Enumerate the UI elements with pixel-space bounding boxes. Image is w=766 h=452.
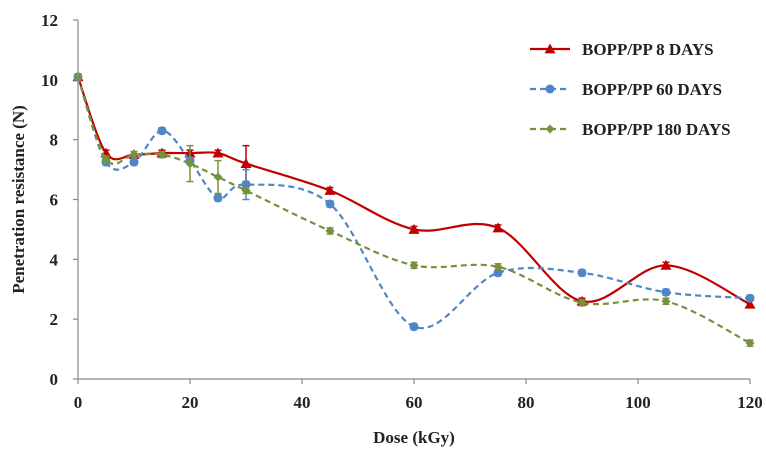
data-point-diamond	[213, 172, 223, 182]
legend-item-1: BOPP/PP 8 DAYS	[530, 40, 714, 59]
legend-item-2: BOPP/PP 60 DAYS	[530, 80, 722, 99]
axes: 0 20 40 60 80 100 120 0 2 4 6 8 10 12	[41, 11, 763, 412]
x-ticks: 0 20 40 60 80 100 120	[74, 379, 763, 412]
data-point-circle	[409, 322, 419, 332]
series-1	[72, 71, 756, 309]
x-tick-label: 20	[182, 393, 199, 412]
x-tick-label: 40	[294, 393, 311, 412]
data-point-diamond	[409, 260, 419, 270]
series-layer	[72, 71, 756, 348]
y-tick-label: 4	[50, 250, 59, 269]
series-line	[76, 76, 751, 306]
data-point-triangle	[544, 43, 556, 54]
data-point-circle	[157, 126, 167, 136]
y-tick-label: 2	[50, 310, 59, 329]
y-tick-label: 12	[41, 11, 58, 30]
data-point-triangle	[744, 298, 756, 309]
x-tick-label: 60	[406, 393, 423, 412]
data-point-diamond	[185, 159, 195, 169]
x-tick-label: 120	[737, 393, 763, 412]
y-tick-label: 6	[50, 191, 59, 210]
data-point-circle	[325, 199, 335, 209]
data-point-diamond	[241, 186, 251, 196]
series-2	[73, 72, 755, 332]
y-tick-label: 10	[41, 71, 58, 90]
legend-label: BOPP/PP 8 DAYS	[582, 40, 714, 59]
legend-label: BOPP/PP 60 DAYS	[582, 80, 722, 99]
data-point-circle	[745, 293, 755, 303]
data-point-diamond	[545, 124, 555, 134]
data-point-diamond	[129, 150, 139, 160]
data-point-triangle	[408, 223, 420, 234]
data-point-triangle	[492, 222, 504, 233]
data-point-diamond	[101, 154, 111, 164]
y-axis-title: Penetration resistance (N)	[9, 105, 28, 294]
data-point-triangle	[212, 147, 224, 158]
data-point-diamond	[661, 296, 671, 306]
data-point-diamond	[493, 262, 503, 272]
series-3	[73, 72, 755, 348]
data-point-circle	[545, 84, 555, 94]
data-point-diamond	[745, 338, 755, 348]
data-point-circle	[213, 193, 223, 203]
series-line	[76, 76, 751, 345]
data-point-triangle	[324, 185, 336, 195]
data-point-triangle	[660, 259, 672, 270]
y-tick-label: 8	[50, 131, 59, 150]
x-tick-label: 0	[74, 393, 83, 412]
series-line	[76, 76, 751, 330]
data-point-diamond	[577, 298, 587, 308]
legend-item-3: BOPP/PP 180 DAYS	[530, 120, 731, 139]
x-axis-title: Dose (kGy)	[373, 428, 455, 447]
x-tick-label: 80	[518, 393, 535, 412]
data-point-diamond	[157, 150, 167, 160]
x-tick-label: 100	[625, 393, 651, 412]
data-point-diamond	[325, 226, 335, 236]
legend-label: BOPP/PP 180 DAYS	[582, 120, 731, 139]
data-point-triangle	[240, 158, 252, 168]
data-point-circle	[129, 157, 139, 167]
data-point-circle	[577, 268, 587, 278]
legend: BOPP/PP 8 DAYS BOPP/PP 60 DAYS BOPP/PP 180…	[530, 40, 731, 139]
data-point-circle	[661, 287, 671, 297]
y-tick-label: 0	[50, 370, 59, 389]
y-ticks: 0 2 4 6 8 10 12	[41, 11, 78, 389]
